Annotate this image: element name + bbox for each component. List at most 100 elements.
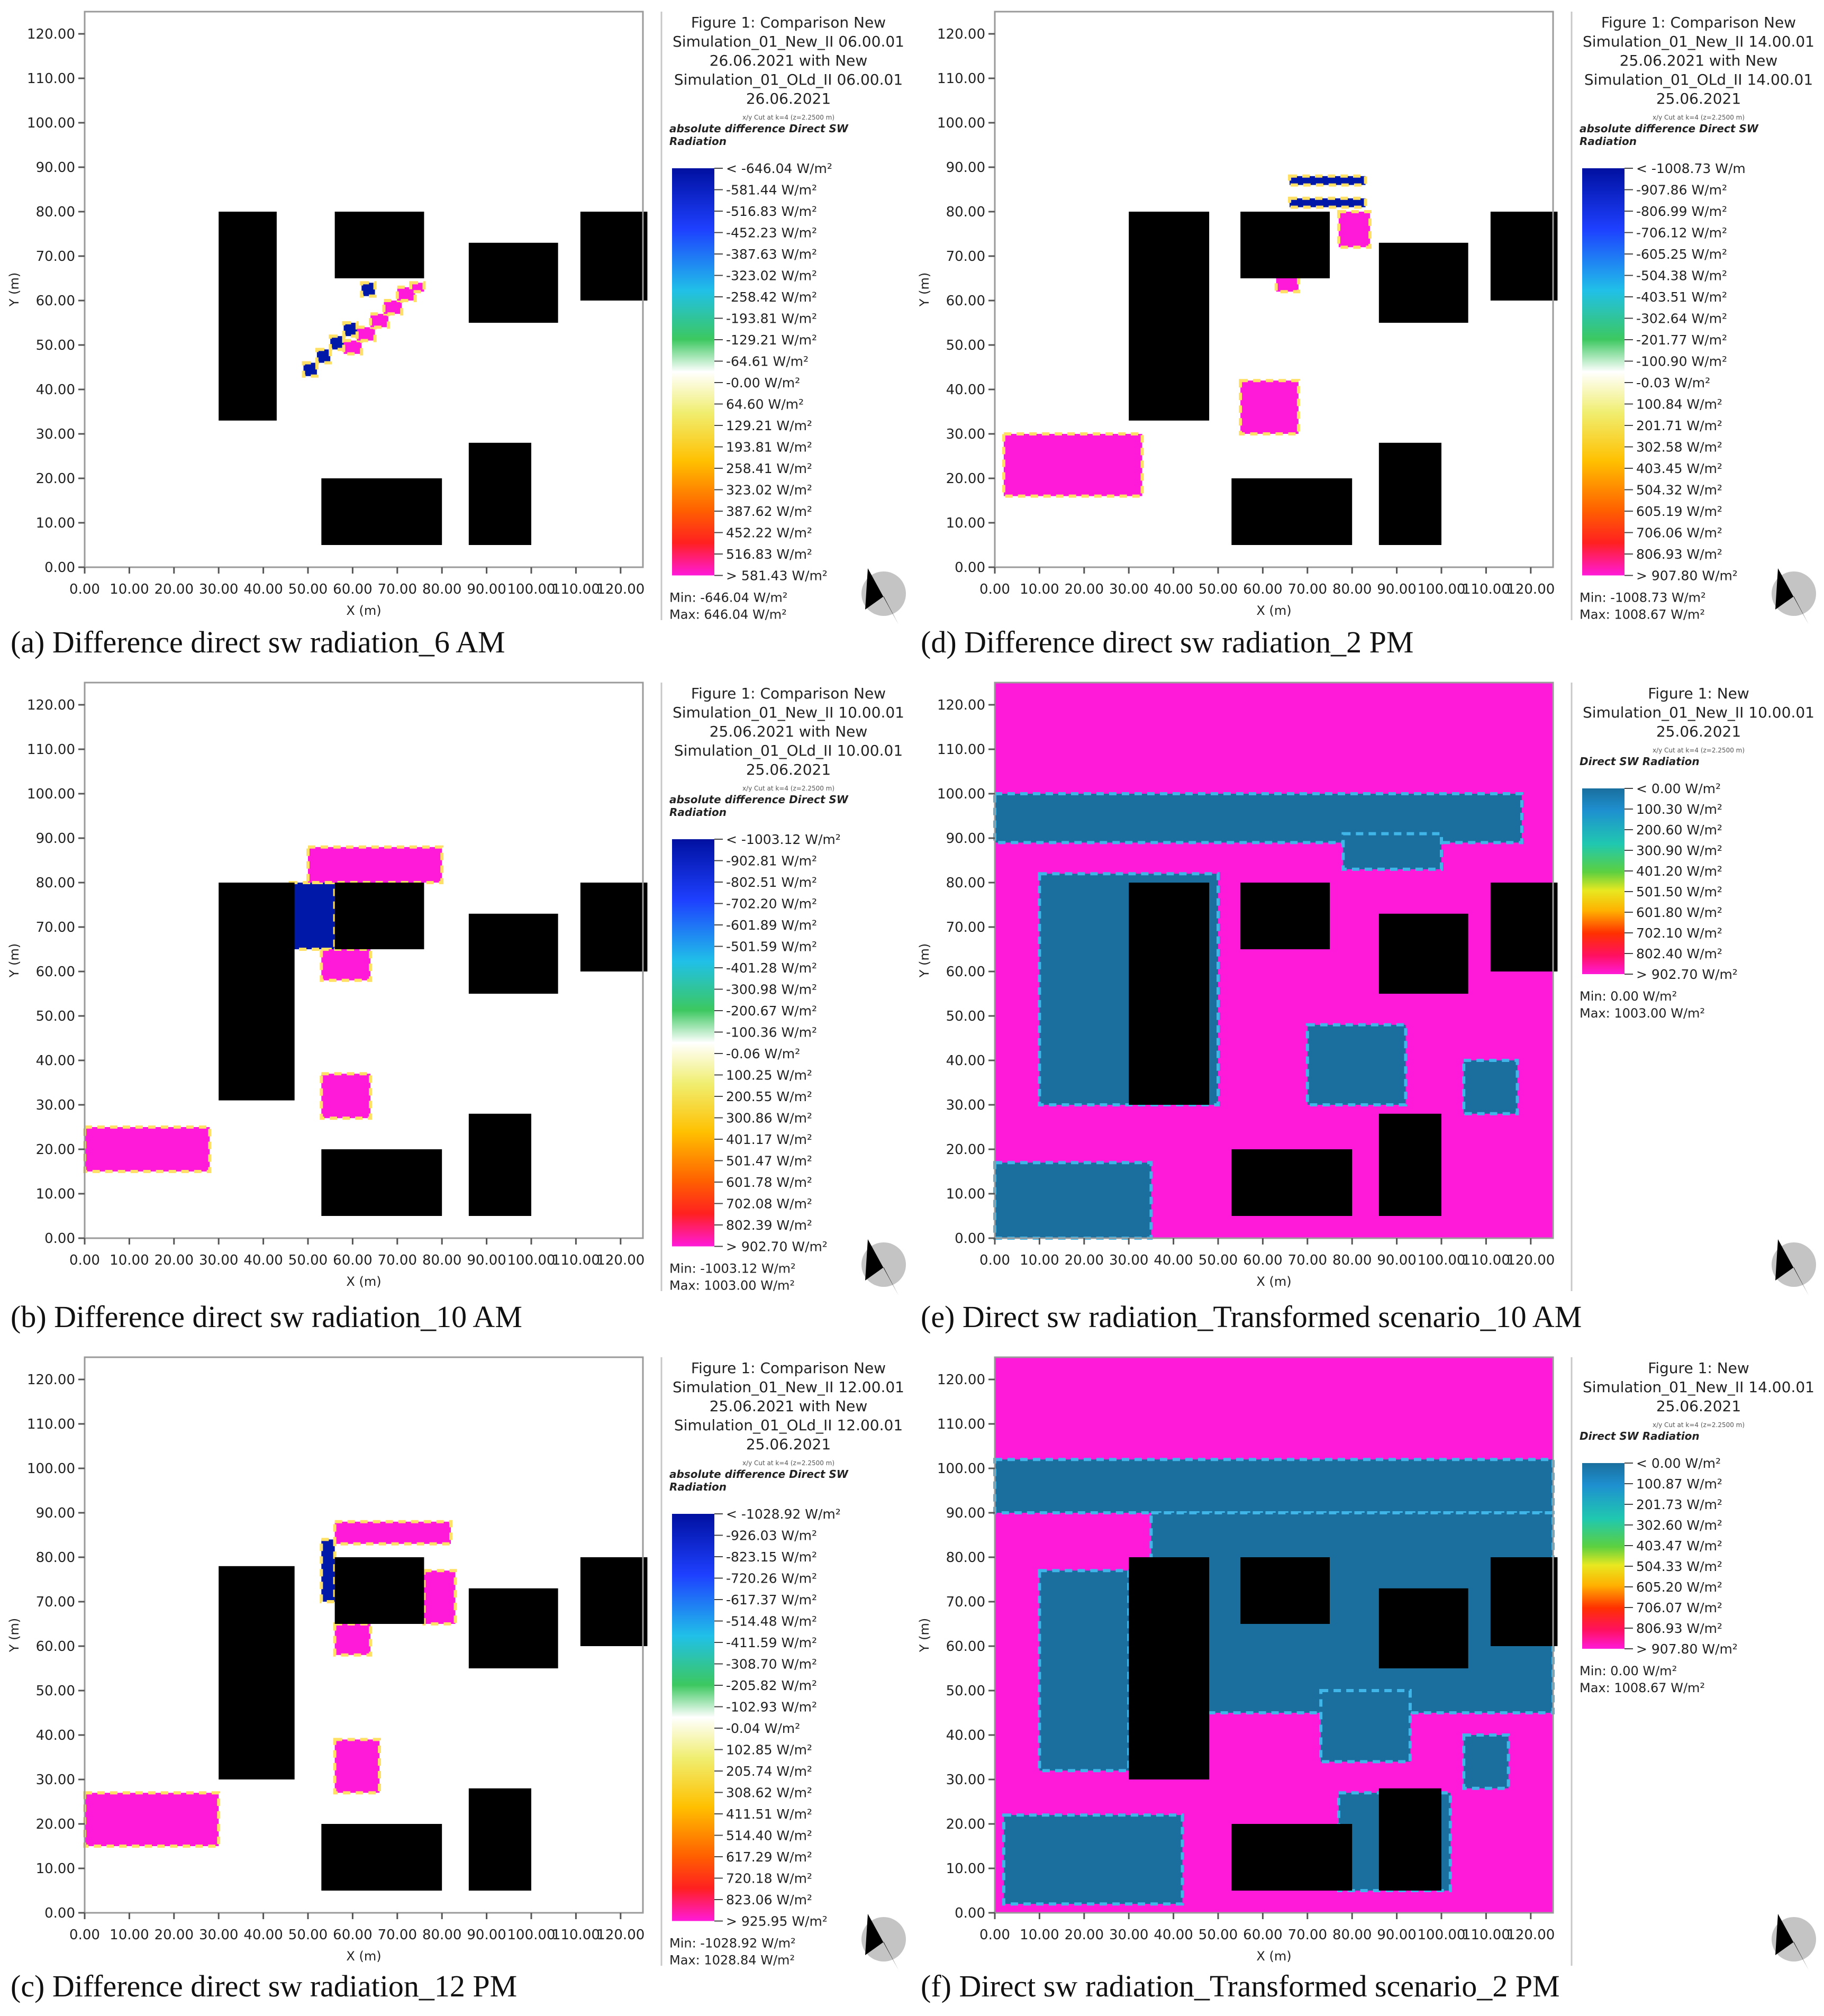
x-tick-label: 60.00 [1243, 582, 1282, 597]
legend-min: Min: 0.00 W/m² [1580, 989, 1677, 1004]
legend-entry: 806.93 W/m² [1636, 547, 1722, 562]
caption-e: (e) Direct sw radiation_Transformed scen… [921, 1300, 1582, 1334]
legend-entry: -323.02 W/m² [726, 268, 817, 284]
legend-title-line: Figure 1: New [1648, 685, 1749, 702]
x-tick-label: 40.00 [243, 1927, 283, 1943]
x-tick-label: 80.00 [1332, 1252, 1372, 1268]
legend-entry: 501.47 W/m² [726, 1154, 812, 1169]
y-tick-label: 110.00 [27, 1416, 75, 1432]
building [1129, 212, 1210, 421]
legend-entry: -0.03 W/m² [1636, 375, 1710, 391]
x-tick-label: 0.00 [979, 582, 1010, 597]
y-tick-label: 40.00 [946, 1728, 985, 1743]
region-positive-diagonal-band [355, 325, 377, 342]
legend-entry: -258.42 W/m² [726, 289, 817, 305]
x-tick-label: 50.00 [1199, 1927, 1238, 1943]
x-tick-label: 20.00 [155, 1252, 194, 1268]
legend-colorbar [1582, 1463, 1625, 1649]
legend-entry: < -1008.73 W/m [1636, 161, 1746, 176]
x-tick-label: 50.00 [288, 1927, 328, 1943]
legend-entry: 200.55 W/m² [726, 1089, 812, 1104]
y-tick-label: 80.00 [946, 204, 985, 220]
legend-entry: -516.83 W/m² [726, 204, 817, 219]
y-tick-label: 110.00 [27, 742, 75, 758]
region-positive-strip-south-west [83, 1791, 221, 1848]
legend-max: Max: 1003.00 W/m² [669, 1278, 795, 1293]
x-tick-label: 90.00 [1377, 1927, 1416, 1943]
legend-entry: -605.25 W/m² [1636, 247, 1727, 262]
x-tick-label: 110.00 [1462, 1927, 1510, 1943]
legend-entry: 802.39 W/m² [726, 1218, 812, 1233]
x-tick-label: 100.00 [1418, 1927, 1466, 1943]
legend-entry: 702.10 W/m² [1636, 925, 1722, 941]
caption-f: (f) Direct sw radiation_Transformed scen… [921, 1969, 1560, 2003]
x-tick-label: 80.00 [422, 1927, 461, 1943]
region-negative-diagonal-band [329, 334, 346, 351]
building [1240, 212, 1330, 278]
legend-entry: 401.20 W/m² [1636, 864, 1722, 879]
legend-entry: 706.07 W/m² [1636, 1600, 1722, 1615]
legend-colorbar [672, 1514, 714, 1921]
y-tick-label: 20.00 [36, 1142, 75, 1158]
legend-entry: -129.21 W/m² [726, 332, 817, 348]
legend-title-line: Simulation_01_New_II 12.00.01 [673, 1378, 904, 1396]
x-tick-label: 70.00 [1288, 1252, 1327, 1268]
legend-entry: -302.64 W/m² [1636, 311, 1727, 326]
building [1129, 1557, 1210, 1779]
x-tick-label: 10.00 [110, 1252, 149, 1268]
legend-entry: < -646.04 W/m² [726, 161, 832, 176]
x-tick-label: 90.00 [467, 1252, 506, 1268]
building [1240, 883, 1330, 949]
legend-entry: 258.41 W/m² [726, 461, 812, 476]
column-separator [911, 0, 913, 2016]
plot-frame [84, 682, 644, 1239]
region-shaded-band-north [993, 792, 1523, 844]
legend-entry: 601.78 W/m² [726, 1175, 812, 1190]
region-shaded-islands [1341, 832, 1444, 871]
x-tick-label: 20.00 [1065, 582, 1104, 597]
legend-entry: -205.82 W/m² [726, 1678, 817, 1693]
legend-variable: absolute difference Direct SW [669, 122, 849, 135]
y-tick-label: 90.00 [946, 1505, 985, 1521]
building [580, 212, 648, 301]
x-tick-label: 0.00 [979, 1927, 1010, 1943]
building [334, 212, 424, 278]
panel-e: 0.00 10.00 20.00 30.00 40.00 50.00 60.00 70.00 8… [917, 682, 1816, 1295]
north-arrow-needle [1775, 568, 1809, 624]
y-tick-label: 100.00 [27, 1461, 75, 1477]
legend-min: Min: -1008.73 W/m² [1580, 591, 1706, 605]
region-positive-spot-north [1337, 210, 1372, 249]
legend-entry: -300.98 W/m² [726, 982, 817, 997]
y-tick-label: 50.00 [946, 1009, 985, 1024]
y-tick-label: 100.00 [937, 1461, 985, 1477]
building [1129, 883, 1210, 1105]
y-tick-label: 120.00 [27, 1372, 75, 1388]
legend-cut: x/y Cut at k=4 (z=2.2500 m) [742, 1459, 834, 1467]
y-tick-label: 90.00 [36, 831, 75, 847]
legend-variable: absolute difference Direct SW [669, 1468, 849, 1481]
y-tick-label: 60.00 [946, 1639, 985, 1655]
x-tick-label: 80.00 [1332, 582, 1372, 597]
legend-entry: -64.61 W/m² [726, 354, 809, 369]
y-tick-label: 30.00 [36, 1772, 75, 1788]
legend-title-line: Simulation_01_New_II 14.00.01 [1583, 1378, 1814, 1396]
y-tick-label: 50.00 [946, 1683, 985, 1699]
y-tick-label: 90.00 [946, 160, 985, 176]
x-tick-label: 90.00 [467, 1927, 506, 1943]
legend-min: Min: 0.00 W/m² [1580, 1664, 1677, 1678]
x-tick-label: 10.00 [110, 1927, 149, 1943]
y-axis-label: Y (m) [7, 273, 22, 307]
x-tick-label: 40.00 [243, 582, 283, 597]
legend-cut: x/y Cut at k=4 (z=2.2500 m) [1653, 114, 1745, 121]
building [1231, 1824, 1353, 1891]
y-tick-label: 100.00 [937, 115, 985, 131]
y-tick-label: 70.00 [36, 920, 75, 936]
region-negative-diagonal-band [302, 361, 319, 378]
x-tick-label: 100.00 [1418, 582, 1466, 597]
y-tick-label: 70.00 [946, 1594, 985, 1610]
building [334, 883, 424, 949]
x-tick-label: 40.00 [243, 1252, 283, 1268]
y-tick-label: 110.00 [937, 742, 985, 758]
y-tick-label: 60.00 [36, 1639, 75, 1655]
legend-entry: 302.60 W/m² [1636, 1518, 1722, 1533]
